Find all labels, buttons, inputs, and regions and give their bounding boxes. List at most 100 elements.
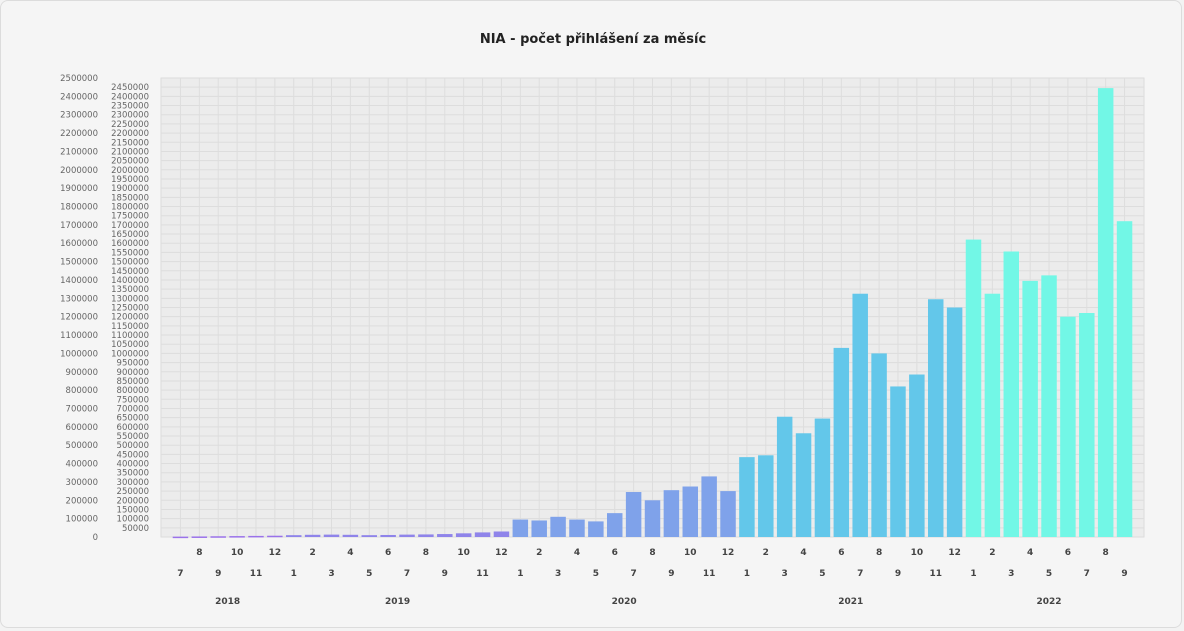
y-tick-inner: 850000	[117, 377, 149, 387]
bar	[210, 536, 226, 538]
y-tick-outer: 800000	[66, 386, 98, 396]
y-tick-outer: 1700000	[60, 221, 98, 231]
y-tick-inner: 1200000	[111, 313, 149, 323]
bar	[437, 534, 453, 537]
x-tick-month: 4	[574, 548, 580, 558]
x-tick-month: 6	[838, 548, 844, 558]
x-tick-month: 2	[309, 548, 315, 558]
x-tick-month: 6	[1065, 548, 1071, 558]
x-tick-month: 7	[177, 569, 183, 579]
bar	[550, 516, 566, 537]
bar	[1079, 313, 1095, 537]
x-tick-month: 8	[876, 548, 882, 558]
bar	[852, 293, 868, 537]
x-tick-year: 2021	[838, 597, 863, 607]
y-tick-inner: 1150000	[111, 322, 149, 332]
x-tick-year: 2022	[1036, 597, 1061, 607]
bar	[493, 531, 510, 537]
y-tick-outer: 2500000	[60, 74, 98, 84]
y-tick-inner: 1100000	[111, 331, 149, 341]
y-tick-outer: 2200000	[60, 129, 98, 139]
x-tick-month: 3	[782, 569, 788, 579]
y-tick-outer: 1500000	[60, 258, 98, 268]
x-axis-months: 7891011121234567891011121234567891011121…	[177, 548, 1127, 579]
x-tick-month: 9	[668, 569, 674, 579]
x-tick-year: 2020	[612, 597, 637, 607]
y-tick-outer: 1600000	[60, 239, 98, 249]
y-tick-inner: 1550000	[111, 248, 149, 258]
bar	[1116, 221, 1133, 537]
bar	[965, 239, 982, 537]
y-axis-inner: 5000010000015000020000025000030000035000…	[111, 83, 149, 534]
bar	[304, 534, 321, 537]
x-tick-month: 5	[366, 569, 372, 579]
x-tick-month: 7	[1084, 569, 1090, 579]
y-tick-inner: 350000	[117, 469, 149, 479]
x-tick-month: 5	[1046, 569, 1052, 579]
x-tick-month: 5	[819, 569, 825, 579]
y-tick-inner: 2050000	[111, 157, 149, 167]
y-tick-inner: 700000	[117, 404, 149, 414]
y-tick-outer: 1000000	[60, 349, 98, 359]
x-tick-month: 3	[328, 569, 334, 579]
x-tick-month: 2	[763, 548, 769, 558]
bar	[172, 536, 189, 539]
x-tick-month: 7	[404, 569, 410, 579]
x-tick-month: 3	[1008, 569, 1014, 579]
y-tick-inner: 1500000	[111, 258, 149, 268]
y-tick-inner: 750000	[117, 395, 149, 405]
y-tick-outer: 600000	[66, 423, 98, 433]
y-tick-outer: 200000	[66, 496, 98, 506]
bar	[531, 520, 547, 537]
bar	[720, 491, 736, 537]
y-tick-inner: 500000	[117, 441, 149, 451]
y-tick-inner: 900000	[117, 368, 149, 378]
y-tick-inner: 800000	[117, 386, 149, 396]
x-tick-month: 12	[948, 548, 961, 558]
bar	[927, 299, 944, 537]
bar	[418, 534, 434, 537]
y-tick-inner: 1450000	[111, 267, 149, 277]
y-tick-inner: 950000	[117, 359, 149, 369]
y-tick-inner: 1600000	[111, 239, 149, 249]
x-tick-month: 9	[442, 569, 448, 579]
y-tick-inner: 250000	[117, 487, 149, 497]
x-tick-month: 7	[857, 569, 863, 579]
y-tick-outer: 1900000	[60, 184, 98, 194]
y-tick-inner: 200000	[117, 496, 149, 506]
y-tick-inner: 2150000	[111, 138, 149, 148]
y-tick-inner: 550000	[117, 432, 149, 442]
y-tick-outer: 400000	[66, 460, 98, 470]
bar	[984, 293, 1001, 537]
x-tick-month: 10	[911, 548, 924, 558]
y-tick-outer: 2400000	[60, 92, 98, 102]
y-tick-outer: 2100000	[60, 147, 98, 157]
y-tick-inner: 150000	[117, 505, 149, 515]
bar	[644, 500, 661, 537]
y-tick-outer: 1300000	[60, 294, 98, 304]
y-tick-inner: 2450000	[111, 83, 149, 93]
x-tick-month: 8	[649, 548, 655, 558]
x-tick-month: 6	[385, 548, 391, 558]
bar	[758, 455, 774, 537]
x-tick-month: 1	[291, 569, 297, 579]
x-tick-month: 12	[269, 548, 282, 558]
x-tick-month: 4	[1027, 548, 1033, 558]
y-tick-inner: 2000000	[111, 166, 149, 176]
bar	[890, 386, 906, 537]
y-tick-outer: 0	[93, 533, 98, 543]
x-tick-month: 11	[476, 569, 489, 579]
bar	[1097, 88, 1114, 538]
y-tick-inner: 1800000	[111, 203, 149, 213]
bar	[399, 534, 415, 537]
x-tick-month: 9	[895, 569, 901, 579]
y-tick-inner: 2100000	[111, 147, 149, 157]
y-tick-inner: 1850000	[111, 193, 149, 203]
y-tick-outer: 1100000	[60, 331, 98, 341]
bar	[682, 486, 699, 537]
x-tick-month: 11	[703, 569, 716, 579]
x-tick-month: 12	[495, 548, 508, 558]
y-tick-outer: 1400000	[60, 276, 98, 286]
bar	[1022, 280, 1038, 537]
